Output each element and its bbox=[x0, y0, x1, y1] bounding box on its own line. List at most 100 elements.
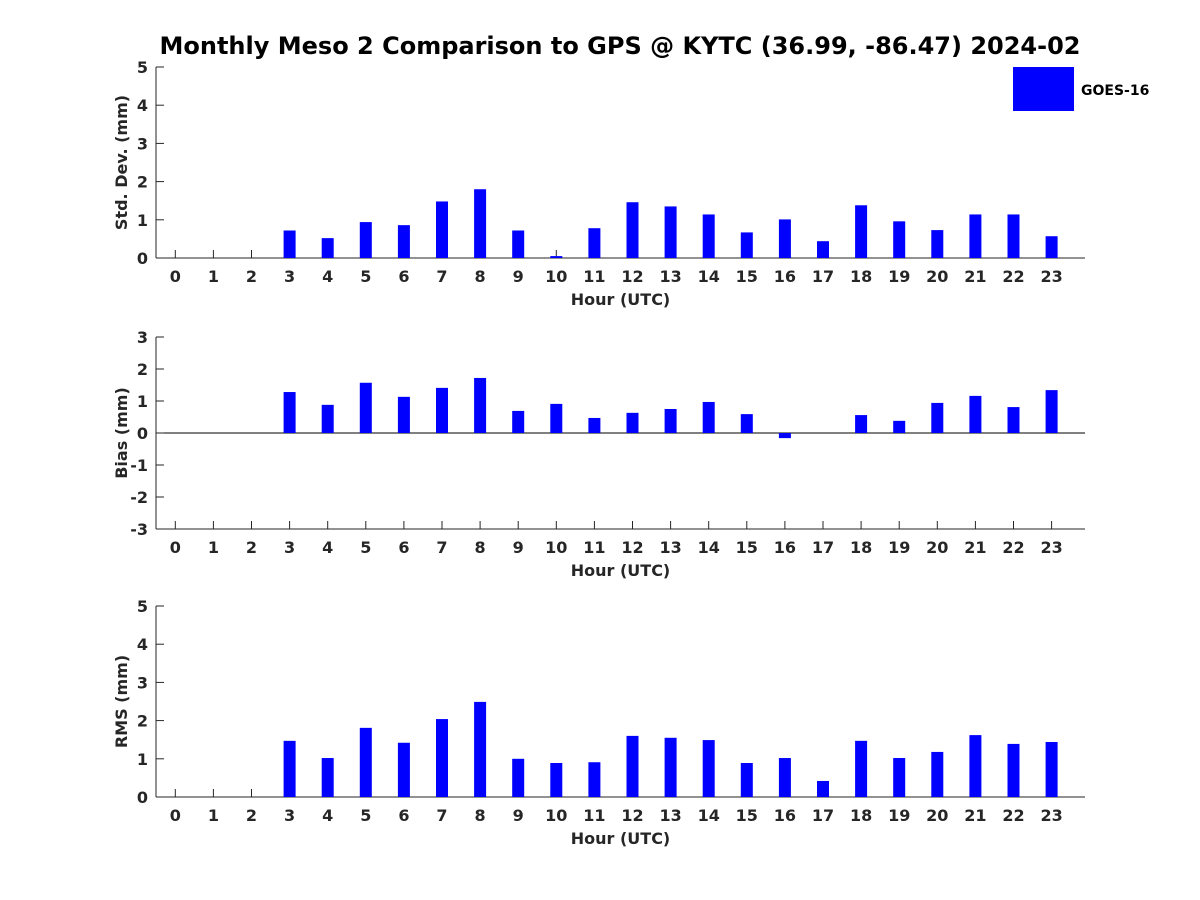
bar-hour-6 bbox=[397, 742, 410, 797]
x-tick-label: 2 bbox=[246, 538, 257, 557]
y-tick-label: 2 bbox=[137, 173, 148, 192]
bar-hour-19 bbox=[893, 758, 906, 797]
x-tick-label: 15 bbox=[736, 267, 758, 286]
x-tick-label: 12 bbox=[621, 538, 643, 557]
x-tick-label: 9 bbox=[513, 267, 524, 286]
x-tick-label: 14 bbox=[698, 538, 720, 557]
x-tick-label: 17 bbox=[812, 267, 834, 286]
bar-hour-9 bbox=[512, 230, 525, 258]
bar-hour-18 bbox=[855, 415, 868, 433]
y-tick-label: 0 bbox=[137, 788, 148, 807]
bar-hour-6 bbox=[397, 225, 410, 258]
bar-hour-4 bbox=[321, 758, 334, 797]
x-tick-label: 0 bbox=[170, 538, 181, 557]
bar-hour-11 bbox=[588, 762, 601, 797]
bar-hour-5 bbox=[359, 382, 372, 433]
x-tick-label: 0 bbox=[170, 267, 181, 286]
x-tick-label: 2 bbox=[246, 806, 257, 825]
y-tick-label: 3 bbox=[137, 328, 148, 347]
bar-hour-22 bbox=[1007, 743, 1020, 797]
x-tick-label: 18 bbox=[850, 806, 872, 825]
x-tick-label: 11 bbox=[583, 806, 605, 825]
x-tick-label: 7 bbox=[436, 806, 447, 825]
x-tick-label: 5 bbox=[360, 806, 371, 825]
bar-hour-10 bbox=[550, 763, 563, 797]
y-tick-label: 1 bbox=[137, 750, 148, 769]
bar-hour-8 bbox=[474, 189, 487, 258]
y-axis-label: Bias (mm) bbox=[112, 387, 131, 479]
x-axis-label: Hour (UTC) bbox=[571, 290, 671, 309]
x-tick-label: 22 bbox=[1002, 267, 1024, 286]
x-tick-label: 3 bbox=[284, 267, 295, 286]
bar-hour-20 bbox=[931, 751, 944, 797]
bar-hour-19 bbox=[893, 221, 906, 258]
bar-hour-14 bbox=[702, 740, 715, 797]
bar-hour-17 bbox=[817, 780, 829, 797]
x-tick-label: 2 bbox=[246, 267, 257, 286]
x-tick-label: 20 bbox=[926, 806, 948, 825]
bar-hour-12 bbox=[626, 202, 639, 258]
x-tick-label: 15 bbox=[736, 538, 758, 557]
bar-hour-4 bbox=[321, 404, 334, 433]
y-tick-label: 0 bbox=[137, 249, 148, 268]
x-tick-label: 16 bbox=[774, 267, 796, 286]
bar-hour-7 bbox=[436, 719, 448, 797]
bar-hour-8 bbox=[474, 377, 487, 433]
bar-hour-9 bbox=[512, 758, 525, 797]
x-tick-label: 12 bbox=[621, 806, 643, 825]
bar-hour-13 bbox=[664, 409, 677, 433]
legend: GOES-16 bbox=[1013, 67, 1149, 111]
bar-hour-23 bbox=[1045, 741, 1058, 797]
bar-hour-3 bbox=[283, 740, 296, 797]
x-tick-label: 19 bbox=[888, 538, 910, 557]
bar-hour-16 bbox=[778, 433, 791, 439]
x-tick-label: 9 bbox=[513, 806, 524, 825]
bar-hour-22 bbox=[1007, 407, 1020, 433]
x-tick-label: 13 bbox=[659, 267, 681, 286]
x-tick-label: 21 bbox=[964, 806, 986, 825]
bar-hour-21 bbox=[969, 395, 982, 433]
x-tick-label: 20 bbox=[926, 538, 948, 557]
bar-hour-15 bbox=[740, 414, 753, 433]
x-tick-label: 13 bbox=[659, 538, 681, 557]
bar-hour-22 bbox=[1007, 214, 1020, 258]
x-tick-label: 8 bbox=[475, 538, 486, 557]
bar-hour-16 bbox=[778, 758, 791, 797]
x-tick-label: 9 bbox=[513, 538, 524, 557]
x-tick-label: 4 bbox=[322, 538, 333, 557]
x-tick-label: 7 bbox=[436, 267, 447, 286]
bar-hour-15 bbox=[740, 763, 753, 797]
x-tick-label: 12 bbox=[621, 267, 643, 286]
bar-hour-23 bbox=[1045, 236, 1058, 258]
x-tick-label: 6 bbox=[398, 806, 409, 825]
x-tick-label: 10 bbox=[545, 267, 567, 286]
bar-hour-21 bbox=[969, 735, 982, 797]
x-tick-label: 14 bbox=[698, 267, 720, 286]
bar-hour-11 bbox=[588, 417, 601, 433]
x-tick-label: 11 bbox=[583, 267, 605, 286]
x-tick-label: 16 bbox=[774, 806, 796, 825]
bar-hour-17 bbox=[817, 241, 829, 258]
y-axis-label: RMS (mm) bbox=[112, 655, 131, 748]
bar-hour-8 bbox=[474, 701, 487, 797]
y-tick-label: 3 bbox=[137, 673, 148, 692]
bar-hour-7 bbox=[436, 201, 448, 258]
bar-hour-14 bbox=[702, 401, 715, 433]
x-tick-label: 4 bbox=[322, 806, 333, 825]
bar-hour-7 bbox=[436, 387, 448, 433]
x-tick-label: 1 bbox=[208, 267, 219, 286]
bar-hour-10 bbox=[550, 403, 563, 433]
x-tick-label: 7 bbox=[436, 538, 447, 557]
x-tick-label: 23 bbox=[1040, 267, 1062, 286]
bar-hour-13 bbox=[664, 737, 677, 797]
x-tick-label: 23 bbox=[1040, 806, 1062, 825]
bar-hour-14 bbox=[702, 214, 715, 258]
y-tick-label: 4 bbox=[137, 635, 148, 654]
x-tick-label: 22 bbox=[1002, 538, 1024, 557]
x-tick-label: 6 bbox=[398, 267, 409, 286]
x-tick-label: 13 bbox=[659, 806, 681, 825]
bar-hour-20 bbox=[931, 402, 944, 433]
